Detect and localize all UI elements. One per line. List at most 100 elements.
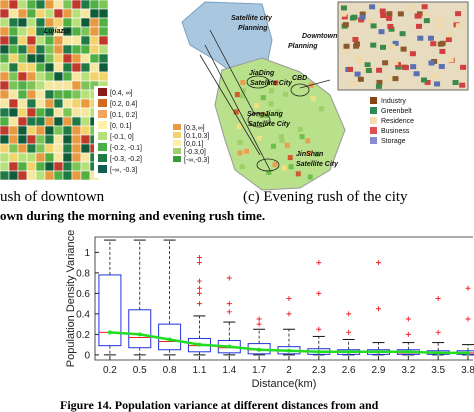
map-cell (53, 71, 64, 82)
map-cell (53, 170, 64, 181)
map-cell (80, 152, 91, 163)
map-cell (17, 8, 28, 19)
map-cell (26, 89, 37, 100)
x-tick-label: 3.8 (461, 365, 474, 376)
map-cell (0, 17, 10, 28)
legend-swatch (173, 148, 181, 154)
map-cell (89, 35, 100, 46)
map-cell (0, 170, 10, 181)
map-cell (53, 35, 64, 46)
map-cell (26, 170, 37, 181)
map-cell (80, 107, 91, 118)
map-cell (26, 125, 37, 136)
outlier (316, 290, 322, 296)
map-cell (0, 26, 10, 37)
map-cell (8, 8, 19, 19)
map-cell (98, 62, 109, 73)
x-tick-label: 2.3 (312, 365, 326, 376)
map-cell (240, 80, 246, 86)
map-cell (17, 62, 28, 73)
arrow (209, 29, 256, 116)
map-cell (26, 143, 37, 154)
map-cell (17, 17, 28, 28)
map-cell (415, 13, 422, 19)
map-cell (62, 71, 73, 82)
outlier (465, 285, 471, 291)
outlier (346, 329, 352, 335)
map-cell (17, 116, 28, 127)
map-cell (89, 71, 100, 82)
map-cell (315, 151, 321, 157)
mean-point (286, 348, 291, 353)
map-cell (273, 80, 279, 86)
map-cell (53, 8, 64, 19)
map-cell (80, 143, 91, 154)
map-cell (35, 62, 46, 73)
map-cell (270, 143, 276, 149)
map-cell (421, 77, 428, 83)
map-cell (305, 138, 311, 144)
map-cell (357, 76, 364, 82)
map-cell (44, 44, 55, 55)
legend-label: [0.3,∞] (184, 125, 205, 132)
map-cell (62, 89, 73, 100)
map-cell (257, 112, 263, 118)
map-cell (98, 71, 109, 82)
legend-label: Residence (381, 118, 414, 125)
outlier (346, 311, 352, 317)
map-arrows (199, 29, 331, 172)
map-cell (80, 89, 91, 100)
outlier (435, 329, 441, 335)
map-cell (400, 46, 407, 52)
legend-swatch (370, 127, 377, 134)
map-cell (80, 26, 91, 37)
map-cell (430, 41, 437, 47)
outlier (196, 255, 202, 260)
outlier (316, 260, 322, 266)
map-cell (80, 116, 91, 127)
outlier (196, 260, 202, 266)
map-cell (8, 125, 19, 136)
map-cell (62, 44, 73, 55)
map-cell (8, 53, 19, 64)
legend-swatch (98, 154, 107, 162)
map-cell (278, 134, 284, 140)
map-cell (53, 152, 64, 163)
map-cell (44, 143, 55, 154)
legend-label: [0.1,0.3] (184, 133, 209, 140)
mean-point (436, 350, 441, 355)
legend-swatch (370, 117, 377, 124)
figure-caption: Figure 14. Population variance at differ… (60, 398, 379, 412)
map-cell (53, 44, 64, 55)
map-cell (17, 26, 28, 37)
legend-swatch (98, 99, 107, 107)
map-cell (428, 60, 435, 66)
map-cell (395, 64, 402, 70)
arrow (204, 44, 271, 171)
legend-label: [-0.3,0] (184, 149, 206, 156)
map-cell (370, 23, 377, 29)
map-cell (53, 62, 64, 73)
map-cell (438, 64, 445, 70)
map-cell (80, 44, 91, 55)
map-label: CBD (292, 75, 307, 82)
x-tick-label: 0.8 (163, 365, 177, 376)
map-cell (35, 170, 46, 181)
outlier (256, 316, 262, 322)
map-cell (409, 51, 416, 57)
map-cell (424, 79, 431, 85)
arrow (299, 79, 331, 89)
map-cell (435, 24, 442, 30)
map-cell (0, 98, 10, 109)
map-cell (0, 89, 10, 100)
map-cell (347, 66, 354, 72)
map-cell (275, 109, 281, 115)
map-label: Satellite city (231, 15, 273, 22)
map-cell (417, 35, 424, 41)
map-cell (240, 88, 246, 94)
map-cell (80, 0, 91, 10)
map-cell (260, 95, 266, 101)
map-cell (239, 164, 245, 170)
map-cell (44, 89, 55, 100)
map-cell (44, 134, 55, 145)
